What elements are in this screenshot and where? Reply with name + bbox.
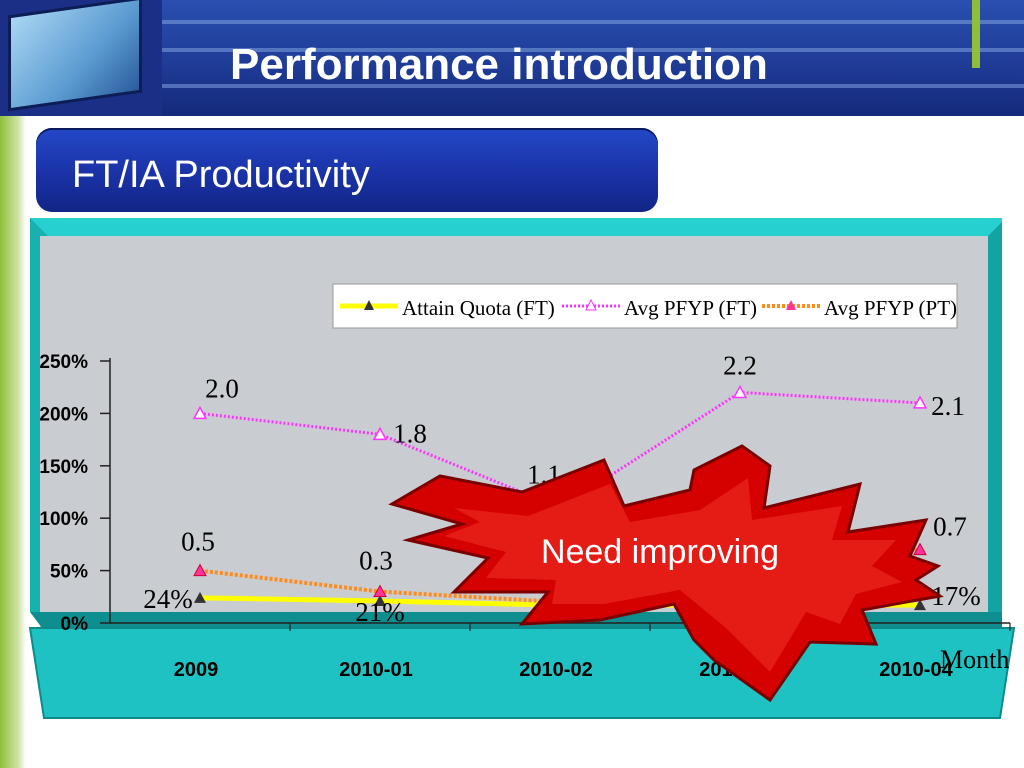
data-point bbox=[372, 426, 388, 441]
legend-label: Avg PFYP (FT) bbox=[624, 296, 757, 320]
legend-label: Avg PFYP (PT) bbox=[824, 296, 957, 320]
starburst-callout bbox=[388, 444, 944, 703]
data-point bbox=[914, 599, 926, 611]
x-axis-label: Month bbox=[940, 645, 1009, 674]
data-label: 0.7 bbox=[933, 512, 967, 542]
x-tick-label: 2010-04 bbox=[879, 659, 953, 681]
y-tick-label: 0% bbox=[61, 614, 89, 635]
legend-label: Attain Quota (FT) bbox=[402, 296, 555, 320]
accent-bar bbox=[972, 0, 980, 68]
data-label: 1.8 bbox=[393, 418, 427, 448]
subtitle-text: FT/IA Productivity bbox=[72, 154, 370, 196]
chart-legend: Attain Quota (FT) Avg PFYP (FT) Avg PFYP (… bbox=[332, 283, 958, 329]
frame-top bbox=[30, 218, 1002, 238]
data-label: 24% bbox=[143, 584, 193, 614]
data-label: 2.0 bbox=[205, 373, 239, 403]
data-point bbox=[192, 405, 208, 420]
data-point bbox=[913, 542, 927, 556]
x-tick-label: 2009 bbox=[174, 659, 219, 681]
y-tick-label: 150% bbox=[39, 457, 88, 478]
legend-box bbox=[332, 283, 958, 329]
header-band bbox=[162, 0, 1024, 116]
series-line-1 bbox=[199, 390, 921, 510]
data-point bbox=[194, 591, 206, 603]
data-label: 2.1 bbox=[931, 391, 965, 421]
data-point bbox=[373, 584, 387, 598]
y-tick-label: 50% bbox=[50, 562, 88, 583]
data-label: 21% bbox=[355, 597, 405, 627]
x-tick-label: 2010-02 bbox=[519, 659, 592, 681]
y-tick-label: 100% bbox=[39, 509, 88, 530]
data-label: 2.2 bbox=[723, 350, 757, 380]
x-tick-label: 2010-01 bbox=[339, 659, 412, 681]
legend-marker bbox=[786, 300, 796, 310]
side-gradient bbox=[0, 116, 26, 768]
legend-marker bbox=[585, 298, 597, 311]
subtitle-banner: FT/IA Productivity bbox=[36, 128, 658, 212]
data-point bbox=[912, 395, 928, 409]
data-point bbox=[732, 384, 748, 399]
data-point bbox=[374, 594, 386, 606]
y-tick-label: 250% bbox=[39, 352, 88, 373]
callout-text: Need improving bbox=[540, 533, 780, 571]
slide-title: Performance introduction bbox=[230, 40, 768, 89]
frame-right bbox=[988, 222, 1002, 632]
y-tick-label: 200% bbox=[39, 404, 88, 425]
header-thumbnail-image bbox=[0, 0, 162, 116]
data-point bbox=[193, 563, 207, 577]
legend-marker bbox=[364, 300, 374, 310]
data-label: 0.5 bbox=[181, 527, 215, 557]
data-label: 0.3 bbox=[359, 546, 393, 576]
